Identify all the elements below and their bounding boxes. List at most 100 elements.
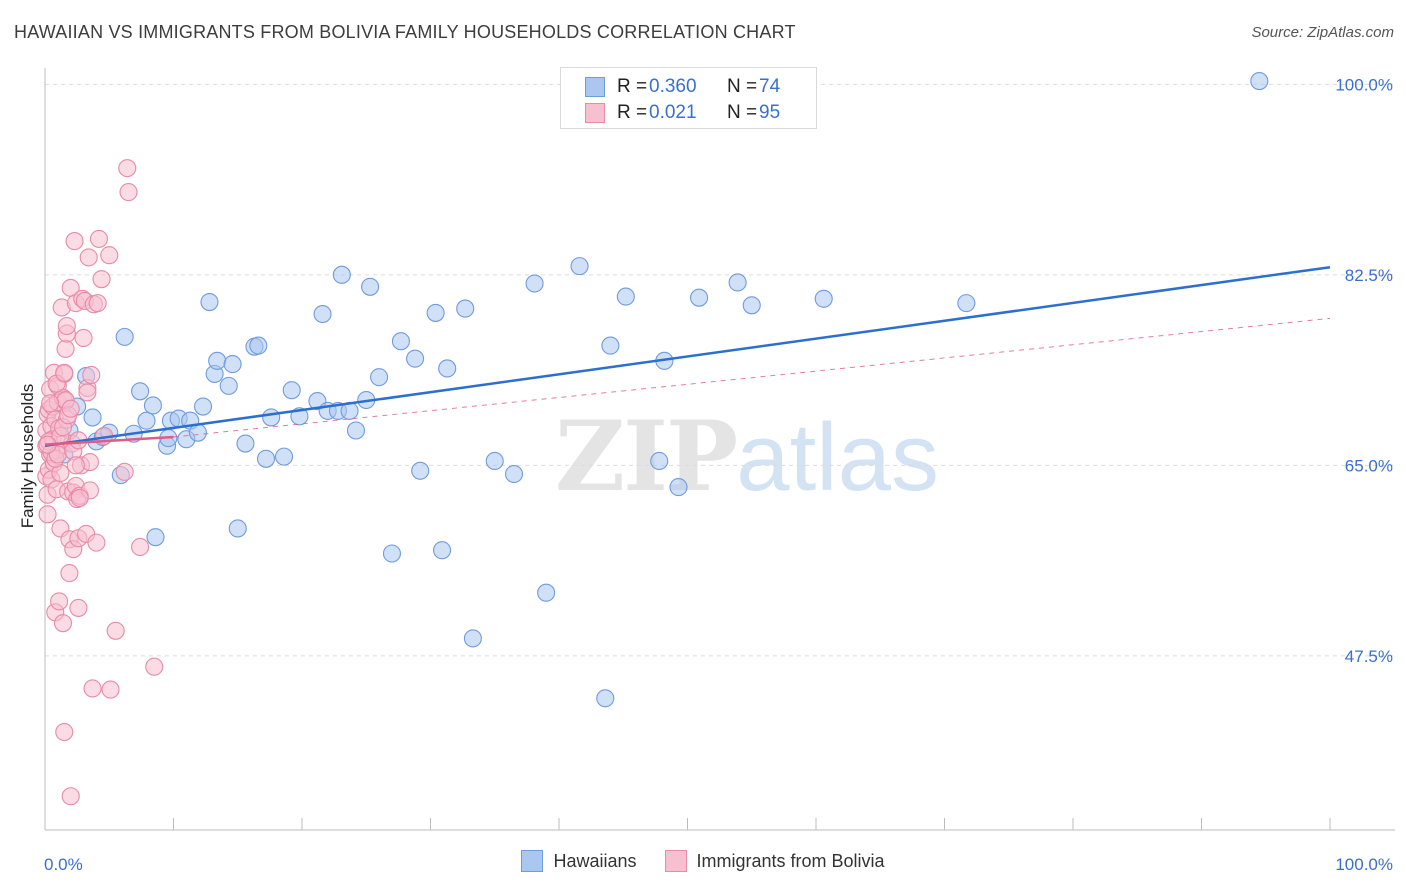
bolivia-point [38, 505, 57, 524]
bolivia-point [119, 183, 138, 202]
bolivia-point [61, 787, 80, 806]
x-tick-label: 100.0% [1335, 855, 1393, 874]
bolivia-point [66, 456, 85, 475]
bolivia-point [56, 339, 75, 358]
correlation-legend: R = 0.360 N = 74 R = 0.021 N = 95 [560, 67, 817, 129]
legend-label-hawaiians: Hawaiians [553, 850, 637, 871]
legend-n-label: N = [727, 102, 758, 123]
hawaiian-point [115, 327, 134, 346]
y-axis-label: Family Households [18, 383, 37, 529]
legend-row-bolivia: R = 0.021 N = 95 [585, 101, 780, 125]
legend-item-bolivia[interactable]: Immigrants from Bolivia [664, 850, 885, 872]
hawaiian-point [537, 583, 556, 602]
hawaiian-point [219, 376, 238, 395]
legend-swatch-pink [585, 103, 605, 123]
legend-item-hawaiians[interactable]: Hawaiians [521, 850, 637, 872]
bolivia-point [100, 246, 119, 265]
bolivia-trendline [44, 435, 174, 446]
hawaiian-point [814, 289, 833, 308]
hawaiian-point [525, 274, 544, 293]
bolivia-point [88, 294, 107, 313]
hawaiian-point [601, 336, 620, 355]
hawaiian-point [282, 381, 301, 400]
legend-n-value: 74 [759, 76, 781, 97]
bolivia-point [55, 363, 74, 382]
hawaiian-point [382, 544, 402, 563]
y-tick-label: 82.5% [1345, 266, 1393, 285]
hawaiian-point [200, 292, 219, 312]
legend-row-hawaiians: R = 0.360 N = 74 [585, 75, 780, 99]
hawaiian-point [262, 408, 281, 427]
hawaiian-point [456, 299, 475, 318]
hawaiian-point [223, 355, 242, 374]
series-legend: Hawaiians Immigrants from Bolivia [0, 850, 1406, 872]
hawaiian-point [146, 528, 165, 547]
y-tick-label: 65.0% [1345, 456, 1393, 475]
hawaiian-point [332, 265, 351, 284]
hawaiian-point [256, 449, 276, 468]
hawaiian-point [406, 349, 425, 368]
legend-r-value: 0.021 [649, 102, 697, 123]
bolivia-point [83, 679, 102, 698]
hawaiian-point [137, 411, 156, 430]
hawaiian-point [346, 421, 366, 440]
hawaiian-trendline [44, 265, 1331, 447]
hawaiian-point [370, 368, 389, 387]
bolivia-point [41, 394, 60, 413]
hawaiian-point [504, 464, 524, 484]
bolivia-point [145, 657, 164, 676]
bolivia-point [131, 537, 150, 557]
hawaiian-point [83, 408, 102, 427]
legend-swatch-pink [664, 850, 687, 872]
hawaiian-point [438, 359, 457, 378]
watermark-zip: ZIP [555, 400, 738, 513]
hawaiian-point [411, 461, 430, 480]
hawaiian-point [463, 629, 482, 648]
bolivia-point [74, 328, 93, 348]
legend-label-bolivia: Immigrants from Bolivia [696, 850, 885, 871]
hawaiian-point [274, 447, 294, 466]
hawaiian-point [426, 303, 445, 322]
bolivia-point [69, 598, 88, 617]
bolivia-point [70, 488, 89, 508]
hawaiian-point [391, 332, 410, 351]
hawaiian-point [728, 273, 747, 292]
bolivia-point [61, 399, 80, 418]
legend-n-value: 95 [759, 102, 781, 123]
bolivia-point [89, 229, 109, 248]
bolivia-point [118, 159, 137, 178]
legend-swatch-blue [585, 77, 605, 97]
bolivia-point [115, 462, 134, 481]
hawaiian-point [236, 434, 255, 453]
bolivia-point [78, 383, 97, 402]
legend-n-label: N = [727, 76, 758, 97]
hawaiian-point [650, 451, 669, 471]
bolivia-point [57, 316, 76, 336]
bolivia-point [79, 248, 98, 267]
bolivia-point [50, 592, 69, 611]
bolivia-point [101, 680, 120, 699]
hawaiian-point [485, 451, 504, 471]
y-tick-label: 100.0% [1335, 75, 1393, 94]
hawaiian-point [249, 336, 268, 355]
hawaiian-point [228, 519, 247, 538]
bolivia-point [92, 270, 111, 289]
bolivia-point [106, 621, 125, 640]
hawaiian-point [742, 296, 761, 315]
bolivia-point [65, 232, 84, 251]
hawaiian-point [143, 396, 162, 415]
hawaiian-point [194, 397, 213, 416]
hawaiian-point [433, 541, 452, 560]
x-tick-label: 0.0% [44, 855, 83, 874]
bolivia-point [87, 533, 106, 552]
hawaiian-point [208, 351, 227, 370]
hawaiian-point [188, 423, 207, 442]
hawaiian-point [313, 304, 332, 324]
legend-r-value: 0.360 [649, 76, 697, 97]
hawaiian-point [570, 257, 589, 276]
legend-swatch-blue [521, 850, 544, 872]
hawaiian-point [1250, 72, 1269, 91]
bolivia-point [82, 365, 101, 385]
bolivia-point [60, 564, 79, 583]
